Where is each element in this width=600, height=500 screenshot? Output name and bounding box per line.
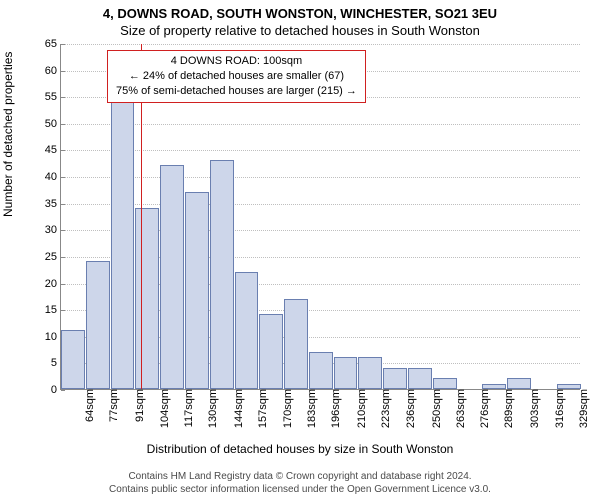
histogram-bar [334, 357, 358, 389]
y-tick-label: 5 [33, 357, 61, 369]
histogram-bar [383, 368, 407, 389]
x-tick-label: 91sqm [128, 389, 146, 422]
footer-line-2: Contains public sector information licen… [0, 483, 600, 496]
gridline [61, 204, 580, 205]
chart-container: 4, DOWNS ROAD, SOUTH WONSTON, WINCHESTER… [0, 0, 600, 500]
histogram-bar [235, 272, 259, 389]
x-tick-label: 183sqm [300, 389, 318, 428]
y-tick-label: 55 [33, 91, 61, 103]
histogram-bar [433, 378, 457, 389]
histogram-bar [86, 261, 110, 389]
histogram-bar [210, 160, 234, 389]
gridline [61, 150, 580, 151]
y-tick-label: 10 [33, 331, 61, 343]
y-tick-label: 65 [33, 38, 61, 50]
gridline [61, 124, 580, 125]
gridline [61, 177, 580, 178]
x-tick-label: 77sqm [102, 389, 120, 422]
histogram-bar [309, 352, 333, 389]
x-tick-label: 144sqm [227, 389, 245, 428]
y-tick-label: 50 [33, 118, 61, 130]
x-tick-label: 157sqm [251, 389, 269, 428]
y-tick-label: 60 [33, 65, 61, 77]
y-tick-label: 25 [33, 251, 61, 263]
y-tick-label: 30 [33, 224, 61, 236]
histogram-bar [259, 314, 283, 389]
y-tick-label: 35 [33, 198, 61, 210]
y-tick-label: 0 [33, 384, 61, 396]
x-axis-label: Distribution of detached houses by size … [0, 442, 600, 456]
histogram-bar [111, 96, 135, 389]
histogram-bar [358, 357, 382, 389]
footer-line-1: Contains HM Land Registry data © Crown c… [0, 470, 600, 483]
histogram-bar [160, 165, 184, 389]
x-tick-label: 316sqm [548, 389, 566, 428]
chart-title-sub: Size of property relative to detached ho… [0, 21, 600, 38]
y-tick-label: 45 [33, 144, 61, 156]
callout-box: 4 DOWNS ROAD: 100sqm ← 24% of detached h… [107, 50, 366, 103]
x-tick-label: 130sqm [201, 389, 219, 428]
histogram-bar [185, 192, 209, 389]
x-tick-label: 196sqm [324, 389, 342, 428]
callout-line-3: 75% of semi-detached houses are larger (… [116, 84, 357, 99]
x-tick-label: 104sqm [153, 389, 171, 428]
x-tick-label: 64sqm [78, 389, 96, 422]
x-tick-label: 303sqm [523, 389, 541, 428]
x-tick-label: 263sqm [449, 389, 467, 428]
x-tick-label: 210sqm [350, 389, 368, 428]
footer-credits: Contains HM Land Registry data © Crown c… [0, 470, 600, 496]
gridline [61, 44, 580, 45]
histogram-bar [284, 299, 308, 389]
histogram-bar [408, 368, 432, 389]
x-tick-label: 250sqm [425, 389, 443, 428]
y-tick-label: 40 [33, 171, 61, 183]
x-tick-label: 329sqm [572, 389, 590, 428]
y-tick-label: 20 [33, 278, 61, 290]
x-tick-label: 236sqm [399, 389, 417, 428]
x-tick-label: 289sqm [497, 389, 515, 428]
histogram-bar [135, 208, 159, 389]
x-tick-label: 223sqm [374, 389, 392, 428]
y-axis-label: Number of detached properties [1, 52, 15, 217]
callout-line-2: ← 24% of detached houses are smaller (67… [116, 69, 357, 84]
x-tick-label: 170sqm [276, 389, 294, 428]
x-tick-label: 276sqm [473, 389, 491, 428]
plot-area: 0510152025303540455055606564sqm77sqm91sq… [60, 44, 580, 390]
histogram-bar [61, 330, 85, 389]
chart-title-main: 4, DOWNS ROAD, SOUTH WONSTON, WINCHESTER… [0, 0, 600, 21]
callout-line-1: 4 DOWNS ROAD: 100sqm [116, 54, 357, 69]
x-tick-label: 117sqm [177, 389, 195, 427]
y-tick-label: 15 [33, 304, 61, 316]
histogram-bar [507, 378, 531, 389]
